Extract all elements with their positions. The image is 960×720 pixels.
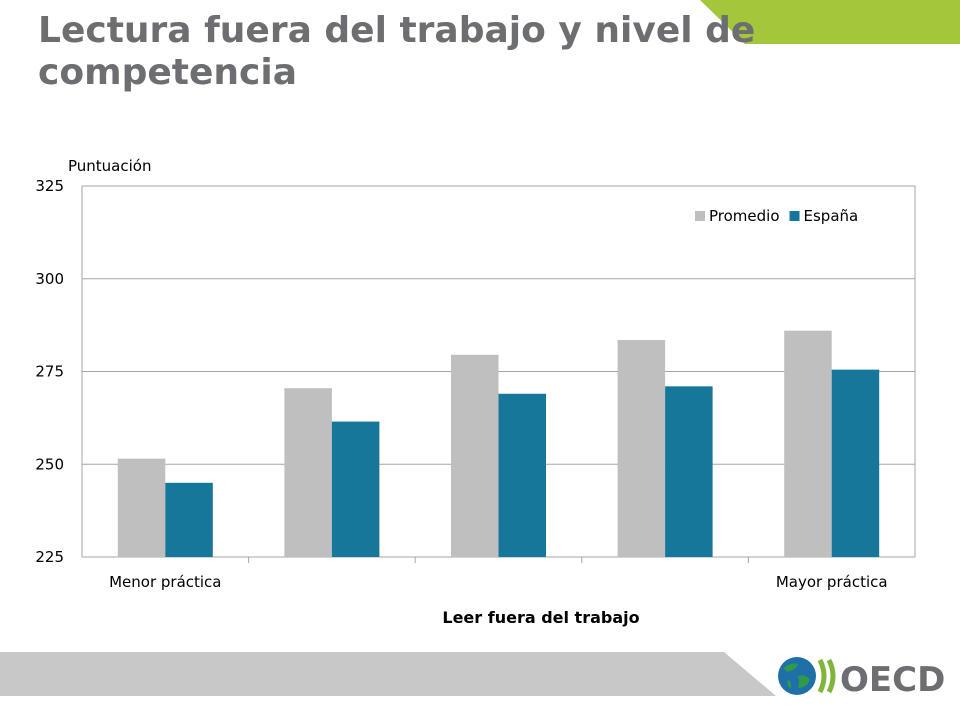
chart-legend: Promedio España <box>695 207 858 225</box>
bar-espa-a-1 <box>165 482 213 557</box>
legend-label: Promedio <box>709 207 780 225</box>
bar-espa-a-3 <box>498 393 546 557</box>
y-tick-label: 225 <box>35 548 64 566</box>
bar-promedio-2 <box>284 388 332 557</box>
bar-promedio-5 <box>784 330 832 557</box>
footer-band <box>0 652 776 696</box>
oecd-logo: OECD <box>778 657 945 698</box>
slide-title: Lectura fuera del trabajo y nivel de com… <box>38 10 756 93</box>
globe-icon <box>778 657 816 695</box>
x-tick-label: Menor práctica <box>109 573 221 591</box>
x-axis-label: Leer fuera del trabajo <box>442 608 639 627</box>
logo-text: OECD <box>840 660 945 698</box>
bar-promedio-1 <box>117 458 166 557</box>
legend-swatch <box>695 211 705 221</box>
bar-chart: 225 250 275 300 325 Menor práctica Mayor práct… <box>35 157 916 627</box>
bar-espa-a-2 <box>331 421 380 557</box>
legend-label: España <box>804 207 859 225</box>
y-axis-label: Puntuación <box>68 157 151 175</box>
bar-promedio-3 <box>451 354 499 557</box>
header-accent-band <box>700 0 960 44</box>
x-tick-label: Mayor práctica <box>776 573 888 591</box>
y-tick-label: 275 <box>35 363 64 381</box>
bar-promedio-4 <box>617 339 666 557</box>
y-tick-label: 325 <box>35 177 64 195</box>
y-tick-label: 300 <box>35 270 64 288</box>
bar-espa-a-4 <box>665 386 713 557</box>
bar-espa-a-5 <box>831 369 880 557</box>
y-tick-label: 250 <box>35 455 64 473</box>
legend-swatch <box>789 211 800 221</box>
